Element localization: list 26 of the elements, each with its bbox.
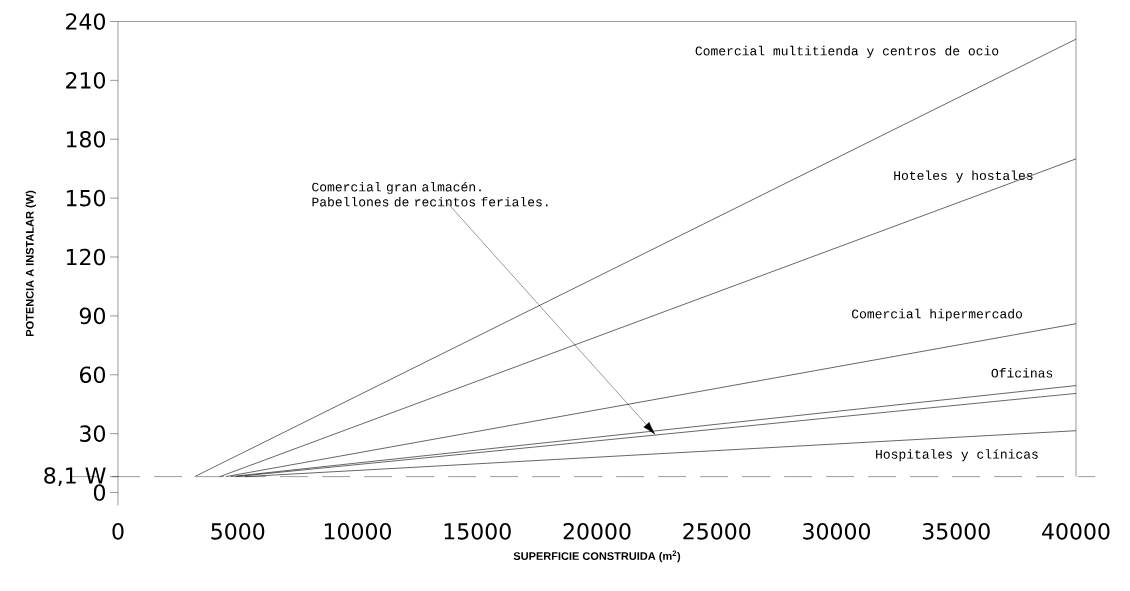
y-tick-label: 0: [93, 484, 106, 501]
y-tick-label: 30: [80, 425, 105, 442]
x-tick-label: 0: [112, 523, 124, 540]
y-tick-label: 60: [80, 366, 105, 384]
y-tick-label: 210: [66, 72, 105, 89]
y-tick-label: 120: [66, 248, 105, 266]
text: Comercial gran almacén. Pabellones de recintos feriales.: [312, 181, 548, 207]
series-label: Hoteles y hostales: [894, 170, 1033, 183]
series-label: Comercial hipermercado: [852, 308, 1023, 321]
series-label: Comercial multitienda y centros de ocio: [695, 45, 999, 58]
y-tick-label: 90: [79, 307, 105, 325]
x-tick-label: 25000: [683, 523, 751, 540]
x-tick-label: 5000: [211, 523, 265, 540]
x-tick-label: 40000: [1042, 523, 1110, 540]
y-tick-label: 240: [66, 13, 105, 30]
x-tick-label: 30000: [803, 523, 870, 540]
x-tick-label: 10000: [324, 523, 392, 540]
x-tick-label: 35000: [922, 523, 990, 540]
y-axis-title: POTENCIA A INSTALAR (W): [25, 190, 36, 336]
y-tick-label: 150: [66, 189, 105, 207]
x-axis-title: SUPERFICIE CONSTRUIDA (m$^{2}$): [513, 550, 681, 563]
series-label: Hospitales y clínicas: [876, 449, 1038, 462]
series-label: Oficinas: [991, 368, 1053, 378]
x-tick-label: 15000: [444, 523, 511, 540]
x-tick-label: 20000: [563, 523, 631, 540]
y-tick-label: 180: [66, 130, 105, 148]
